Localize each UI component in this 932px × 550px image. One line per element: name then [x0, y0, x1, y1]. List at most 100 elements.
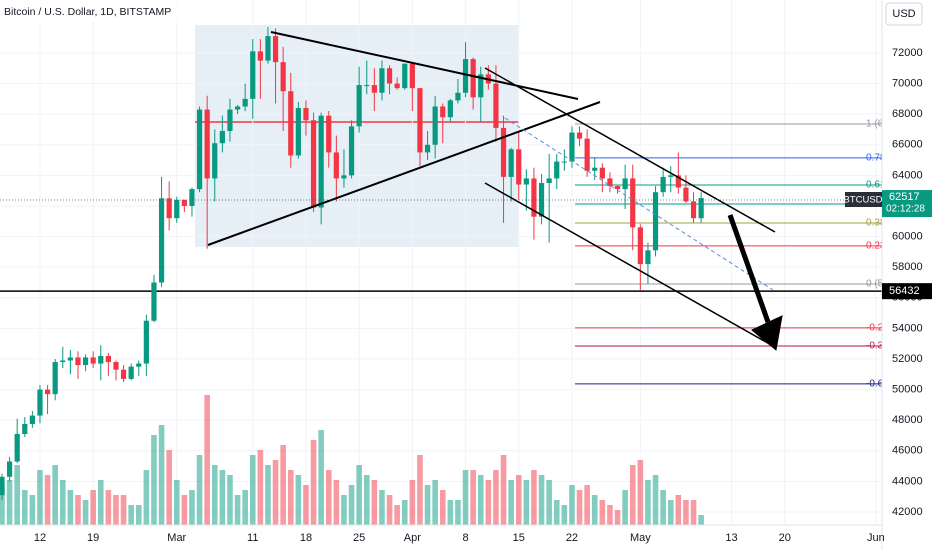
candle-body [470, 59, 476, 98]
volume-bar [455, 500, 461, 525]
candle-body [272, 36, 279, 63]
x-tick-label: 20 [779, 532, 791, 544]
candle-body [379, 68, 385, 93]
volume-bar [485, 480, 492, 525]
candle-body [166, 198, 172, 219]
candle-body [333, 152, 339, 179]
candle-body [531, 178, 537, 217]
volume-bar [120, 495, 127, 525]
x-tick-label: 18 [300, 532, 312, 544]
candle-body [440, 106, 446, 118]
volume-bar [637, 460, 644, 525]
y-tick-label: 46000 [892, 445, 923, 457]
candle-body [402, 63, 408, 89]
candle-body [622, 178, 628, 190]
volume-bar [75, 495, 81, 525]
candle-body [584, 138, 590, 171]
volume-bar [667, 500, 674, 525]
candle-body [614, 186, 621, 190]
y-tick-label: 44000 [892, 475, 923, 487]
candle-body [120, 369, 127, 379]
volume-bar [379, 490, 385, 525]
candle-body [113, 362, 119, 370]
symbol-box [845, 192, 882, 207]
volume-bar [14, 465, 20, 525]
volume-bar [622, 490, 628, 525]
candle-body [668, 175, 674, 177]
candle-body [690, 201, 697, 219]
volume-bar [599, 500, 606, 525]
volume-bar [531, 470, 537, 525]
volume-bar [173, 480, 180, 525]
candle-body [576, 132, 583, 139]
candle-body [318, 115, 324, 208]
volume-bar [462, 470, 469, 525]
candle-body [630, 178, 636, 228]
volume-bar [698, 515, 704, 525]
y-tick-label: 58000 [892, 261, 923, 273]
price-axis [882, 0, 932, 550]
volume-bar [227, 475, 233, 525]
candle-body [478, 74, 484, 98]
volume-bar [29, 495, 36, 525]
candle-body [364, 85, 370, 87]
volume-bar [341, 495, 347, 525]
volume-bar [325, 470, 332, 525]
candle-body [52, 362, 58, 395]
volume-bar [432, 480, 438, 525]
volume-bar [584, 485, 590, 525]
candle-body [660, 176, 666, 193]
candle-body [29, 415, 35, 425]
volume-bar [0, 485, 5, 525]
candle-body [348, 126, 355, 176]
candle-body [326, 115, 332, 153]
candle-body [698, 198, 704, 219]
candle-body [67, 357, 73, 361]
volume-bar [553, 500, 560, 525]
candle-body [675, 175, 681, 188]
volume-bar [508, 480, 514, 525]
volume-bar [561, 505, 568, 525]
volume-bar [394, 505, 400, 525]
volume-bar [257, 450, 264, 525]
currency-box[interactable] [885, 2, 923, 26]
candle-body [569, 132, 575, 162]
x-tick-label: Mar [167, 532, 186, 544]
trendline [484, 182, 774, 347]
volume-bar [356, 465, 362, 525]
last-price-label: 62517 [889, 191, 920, 203]
candle-body [310, 120, 317, 208]
volume-bar [67, 490, 74, 525]
trendline [207, 101, 601, 246]
candle-body [234, 106, 241, 110]
volume-bar [113, 495, 119, 525]
fib-label: 0.236 [866, 241, 891, 252]
volume-bar [272, 460, 279, 525]
candle-body [265, 36, 271, 61]
candle-body [143, 320, 149, 364]
candle-body [14, 433, 20, 462]
volume-bar [447, 500, 454, 525]
volume-bar [310, 440, 317, 525]
candle-body [652, 192, 659, 251]
y-tick-label: 64000 [892, 169, 923, 181]
candle-body [151, 282, 157, 321]
volume-bar [265, 465, 271, 525]
candle-body [280, 62, 286, 92]
currency[interactable]: USD [892, 8, 915, 20]
candle-body [356, 85, 362, 127]
volume-bar [652, 475, 659, 525]
volume-bar [546, 480, 552, 525]
volume-bar [493, 470, 499, 525]
volume-bar [424, 485, 431, 525]
volume-bar [242, 490, 248, 525]
fib-label: 0.618 [866, 180, 891, 191]
candle-body [37, 389, 43, 416]
volume-bar [614, 510, 621, 525]
volume-bar [417, 455, 423, 525]
volume-bar [158, 425, 165, 525]
candle-body [447, 100, 453, 118]
chart-title: Bitcoin / U.S. Dollar, 1D, BITSTAMP [4, 6, 171, 18]
candle-body [212, 143, 218, 179]
candle-body [371, 85, 377, 93]
